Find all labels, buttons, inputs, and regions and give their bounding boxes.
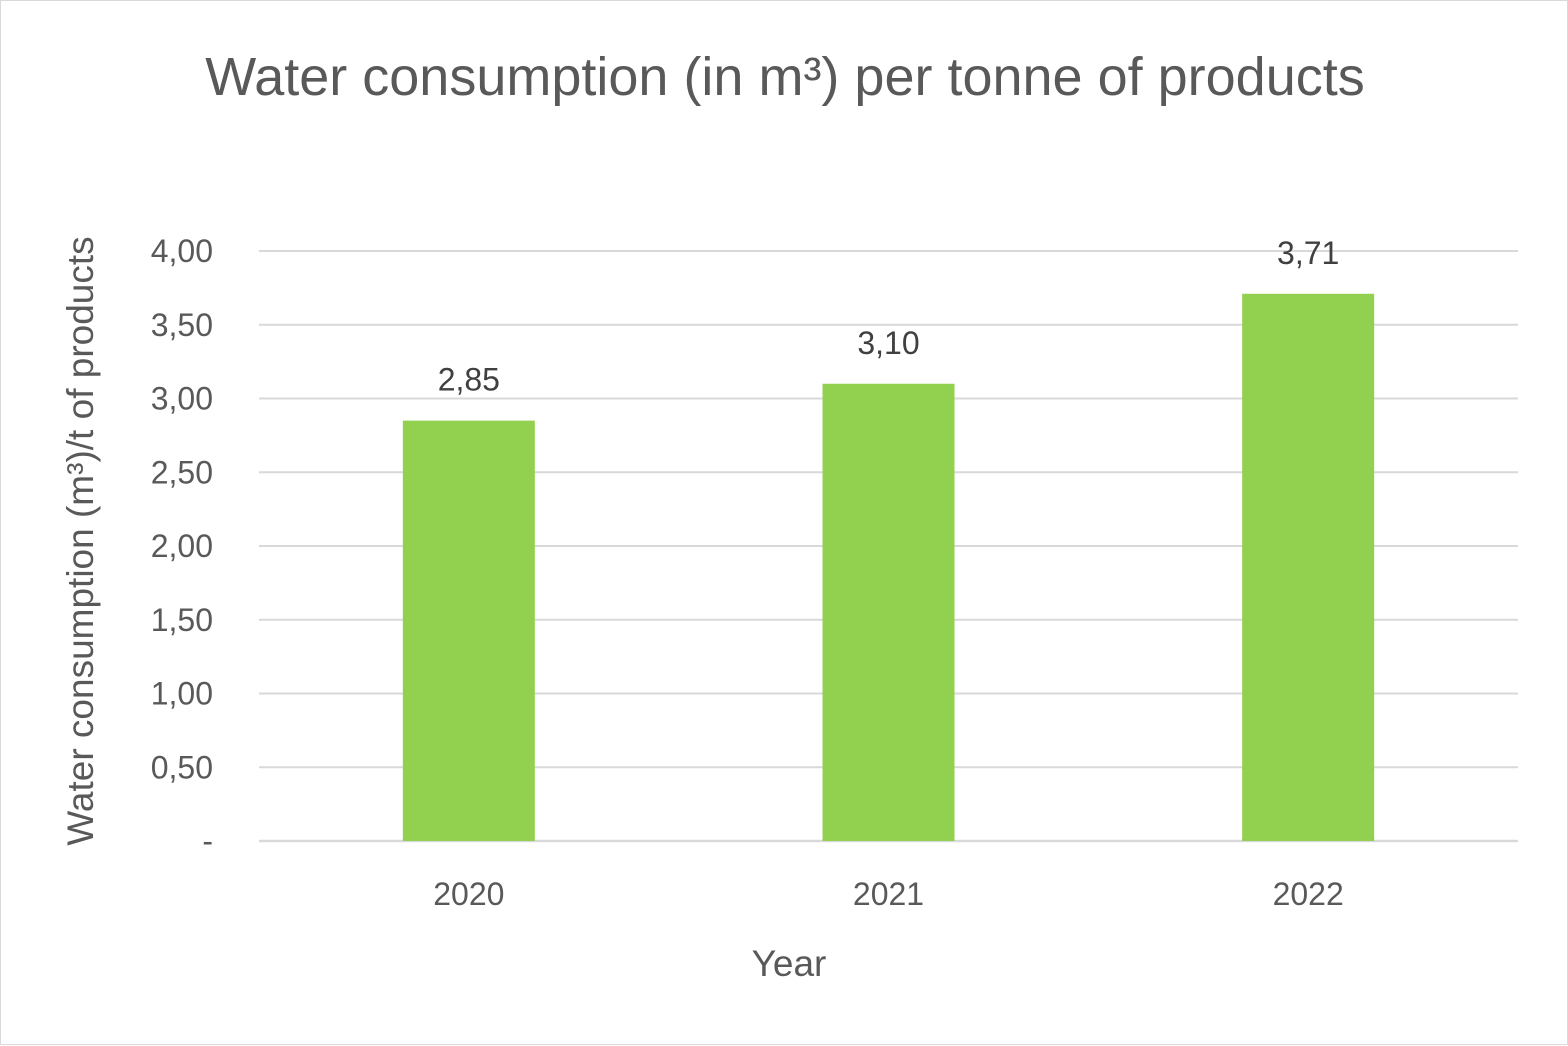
y-tick-label: 3,50 — [151, 307, 213, 343]
x-tick-label: 2020 — [433, 876, 504, 912]
chart-title: Water consumption (in m³) per tonne of p… — [205, 47, 1365, 107]
x-axis-title: Year — [751, 943, 827, 984]
bar — [822, 383, 955, 841]
x-tick-label: 2021 — [853, 876, 924, 912]
data-label: 3,10 — [857, 325, 919, 361]
y-tick-label: 0,50 — [151, 749, 213, 785]
bar — [1242, 293, 1375, 841]
y-tick-label: 1,00 — [151, 676, 213, 712]
y-tick-label: 4,00 — [151, 233, 213, 269]
bar — [402, 420, 535, 841]
data-label: 3,71 — [1277, 235, 1339, 271]
y-tick-label: 2,00 — [151, 528, 213, 564]
y-tick-label: 3,00 — [151, 381, 213, 417]
y-tick-label: - — [202, 823, 213, 859]
data-label: 2,85 — [438, 362, 500, 398]
x-tick-label: 2022 — [1273, 876, 1344, 912]
y-tick-label: 1,50 — [151, 602, 213, 638]
y-tick-label: 2,50 — [151, 454, 213, 490]
